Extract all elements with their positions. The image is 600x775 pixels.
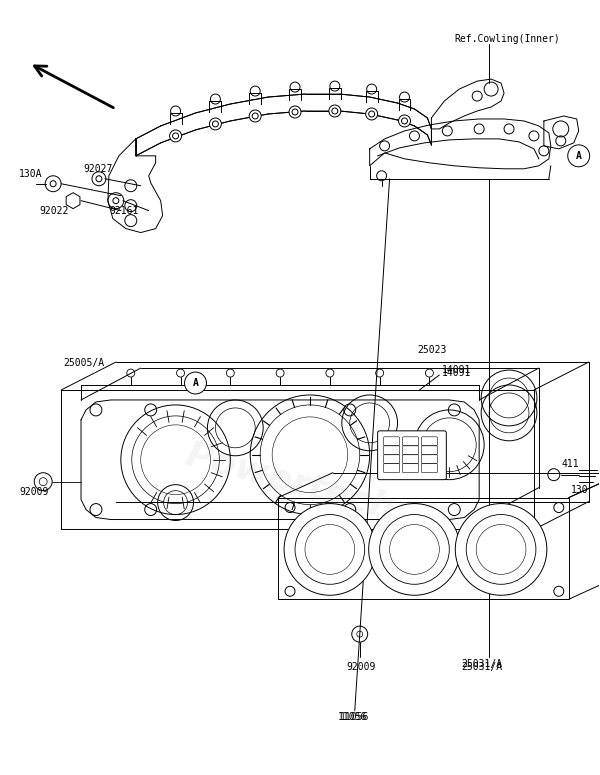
Circle shape: [34, 473, 52, 491]
Text: A: A: [576, 151, 581, 161]
Polygon shape: [544, 116, 579, 149]
Circle shape: [380, 515, 449, 584]
Text: Powertechnik: Powertechnik: [181, 437, 458, 542]
Circle shape: [289, 106, 301, 118]
Text: 92009: 92009: [347, 662, 376, 672]
Text: 14091: 14091: [442, 368, 472, 378]
Polygon shape: [278, 498, 569, 599]
Text: A: A: [193, 378, 199, 388]
Text: 25031/A: 25031/A: [461, 659, 502, 669]
Polygon shape: [108, 139, 163, 232]
Circle shape: [466, 515, 536, 584]
Text: 25031/A: 25031/A: [461, 662, 502, 672]
Text: Ref.Cowling(Inner): Ref.Cowling(Inner): [454, 34, 560, 44]
Circle shape: [170, 130, 182, 142]
Circle shape: [295, 515, 365, 584]
Circle shape: [476, 525, 526, 574]
Polygon shape: [431, 79, 504, 129]
Text: 14091: 14091: [442, 365, 472, 375]
Text: 11056: 11056: [338, 711, 367, 722]
Circle shape: [305, 525, 355, 574]
Circle shape: [185, 372, 206, 394]
Circle shape: [455, 504, 547, 595]
Circle shape: [365, 108, 377, 120]
Text: 130A: 130A: [19, 169, 43, 179]
Circle shape: [329, 105, 341, 117]
Text: 411: 411: [562, 459, 580, 469]
Circle shape: [368, 504, 460, 595]
Text: 92022: 92022: [39, 205, 68, 215]
Text: 130: 130: [571, 484, 589, 494]
Text: 92027: 92027: [83, 164, 112, 174]
Text: 11056: 11056: [340, 711, 369, 722]
Circle shape: [568, 145, 590, 167]
Circle shape: [209, 118, 221, 130]
Text: 25005/A: 25005/A: [63, 358, 104, 368]
Text: 92161: 92161: [109, 205, 138, 215]
Polygon shape: [370, 119, 551, 169]
Circle shape: [398, 115, 410, 127]
Circle shape: [389, 525, 439, 574]
Circle shape: [284, 504, 376, 595]
Text: 92009: 92009: [19, 487, 49, 497]
Polygon shape: [81, 400, 479, 519]
Circle shape: [249, 110, 261, 122]
Polygon shape: [136, 94, 431, 156]
FancyBboxPatch shape: [377, 431, 446, 480]
Text: 25023: 25023: [418, 345, 447, 355]
